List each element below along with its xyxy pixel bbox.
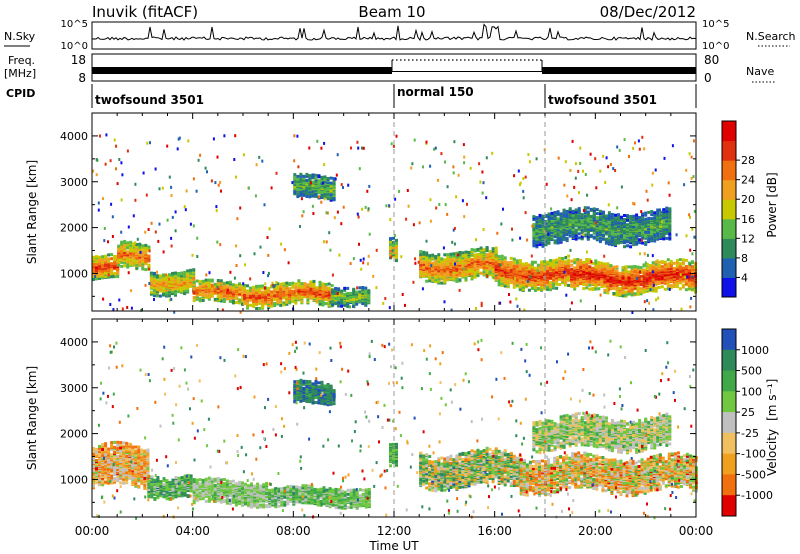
x-tick-label: 16:00 — [477, 524, 512, 538]
colorbar-tick-label: 25 — [741, 406, 755, 419]
power-colorbar: 4 8 12 16 20 24 28 — [721, 120, 755, 298]
power-data-field — [92, 113, 697, 314]
freq-left-tick-bottom: 8 — [78, 71, 86, 85]
colorbar-swatch — [722, 277, 736, 298]
noise-left-tick-top: 10^5 — [61, 19, 88, 30]
velocity-panel: 1000 2000 3000 4000 00:00 04:00 08:00 12:00 16:… — [25, 318, 779, 553]
colorbar-swatch — [722, 495, 736, 517]
x-axis-label: Time UT — [368, 539, 419, 553]
colorbar-tick-label: -100 — [741, 448, 766, 461]
freq-right-tick-bottom: 0 — [704, 71, 712, 85]
colorbar-swatch — [722, 370, 736, 392]
colorbar-swatch — [722, 121, 736, 142]
colorbar-tick-label: 500 — [741, 365, 762, 378]
freq-label-line1: Freq. — [8, 54, 35, 67]
noise-panel-frame — [91, 21, 697, 50]
colorbar-swatch — [722, 257, 736, 278]
freq-left-tick-top: 18 — [71, 53, 86, 67]
colorbar-tick-label: -500 — [741, 468, 766, 481]
colorbar-tick-label: 28 — [741, 154, 755, 167]
velocity-colorbar-unit: [m s⁻¹] — [765, 379, 779, 421]
y-tick-label: 2000 — [60, 428, 88, 441]
freq-label-line2: [MHz] — [4, 67, 36, 80]
noise-left-label: N.Sky — [4, 30, 36, 43]
freq-band-1 — [92, 67, 392, 74]
x-tick-label: 04:00 — [175, 524, 210, 538]
colorbar-tick-label: 4 — [741, 271, 748, 284]
colorbar-swatch — [722, 179, 736, 200]
cpid-label: CPID — [6, 87, 35, 100]
colorbar-swatch — [722, 453, 736, 475]
colorbar-swatch — [722, 391, 736, 413]
velocity-y-axis: 1000 2000 3000 4000 — [60, 336, 696, 503]
colorbar-swatch — [722, 218, 736, 239]
velocity-colorbar-label: Velocity [m s⁻¹] — [765, 379, 779, 476]
colorbar-tick-label: 100 — [741, 385, 762, 398]
colorbar-tick-label: -25 — [741, 427, 759, 440]
colorbar-swatch — [722, 349, 736, 372]
x-tick-label: 12:00 — [377, 524, 412, 538]
freq-band-3 — [542, 67, 696, 74]
power-colorbar-label: Power [dB] — [765, 172, 779, 237]
cpid-segment-label: twofsound 3501 — [95, 93, 204, 107]
x-tick-label: 20:00 — [578, 524, 613, 538]
colorbar-swatch — [722, 238, 736, 259]
colorbar-swatch — [722, 412, 736, 434]
cpid-strip: twofsound 3501 normal 150 twofsound 3501 — [91, 84, 697, 108]
velocity-x-axis: 00:00 04:00 08:00 12:00 16:00 20:00 00:00 — [75, 319, 714, 538]
colorbar-tick-label: -1000 — [741, 489, 773, 502]
velocity-colorbar: 1000 500 100 25 -25 -100 -500 -1000 — [721, 328, 773, 517]
velocity-ylabel: Slant Range [km] — [25, 366, 39, 470]
cpid-segment-label: twofsound 3501 — [548, 93, 657, 107]
power-y-axis: 1000 2000 3000 4000 — [60, 130, 696, 297]
noise-right-tick-top: 10^5 — [702, 19, 729, 30]
power-ylabel: Slant Range [km] — [25, 160, 39, 264]
y-tick-label: 4000 — [60, 130, 88, 143]
noise-sky-trace — [91, 23, 697, 42]
y-tick-label: 3000 — [60, 382, 88, 395]
colorbar-tick-label: 8 — [741, 252, 748, 265]
y-tick-label: 2000 — [60, 222, 88, 235]
colorbar-tick-label: 20 — [741, 193, 755, 206]
y-tick-label: 3000 — [60, 176, 88, 189]
velocity-data-field — [92, 319, 698, 520]
x-tick-label: 00:00 — [679, 524, 714, 538]
velocity-colorbar-name: Velocity — [765, 429, 779, 476]
cpid-segment-label: normal 150 — [397, 85, 474, 99]
noise-panel: N.Sky 10^5 10^0 10^5 10^0 N.Search — [4, 19, 796, 52]
noise-right-label: N.Search — [746, 30, 796, 43]
station-title: Inuvik (fitACF) — [92, 3, 198, 21]
colorbar-swatch — [722, 199, 736, 220]
y-tick-label: 1000 — [60, 267, 88, 280]
y-tick-label: 1000 — [60, 473, 88, 486]
power-panel: 1000 2000 3000 4000 Slant Range [km] 4 8 12 16… — [25, 112, 779, 314]
colorbar-swatch — [722, 474, 736, 496]
freq-right-tick-top: 80 — [704, 53, 719, 67]
colorbar-swatch — [722, 140, 736, 161]
freq-panel: Freq. [MHz] 18 8 80 0 Nave CPID — [4, 53, 776, 100]
colorbar-swatch — [722, 160, 736, 181]
colorbar-tick-label: 1000 — [741, 344, 769, 357]
nave-label: Nave — [746, 65, 774, 78]
noise-left-tick-bottom: 10^0 — [61, 41, 88, 52]
x-tick-label: 08:00 — [276, 524, 311, 538]
colorbar-tick-label: 16 — [741, 213, 755, 226]
y-tick-label: 4000 — [60, 336, 88, 349]
x-tick-label: 00:00 — [75, 524, 110, 538]
colorbar-swatch — [722, 329, 736, 351]
beam-title: Beam 10 — [358, 3, 425, 21]
colorbar-swatch — [722, 432, 736, 455]
colorbar-tick-label: 24 — [741, 174, 755, 187]
colorbar-tick-label: 12 — [741, 232, 755, 245]
power-x-ticks — [91, 113, 697, 311]
freq-band-2 — [392, 71, 542, 72]
noise-right-tick-bottom: 10^0 — [702, 41, 729, 52]
date-title: 08/Dec/2012 — [600, 3, 696, 21]
